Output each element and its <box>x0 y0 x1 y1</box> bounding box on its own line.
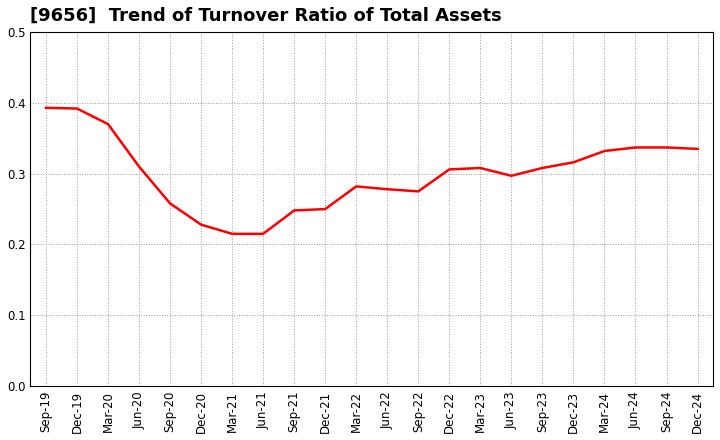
Text: [9656]  Trend of Turnover Ratio of Total Assets: [9656] Trend of Turnover Ratio of Total … <box>30 7 502 25</box>
